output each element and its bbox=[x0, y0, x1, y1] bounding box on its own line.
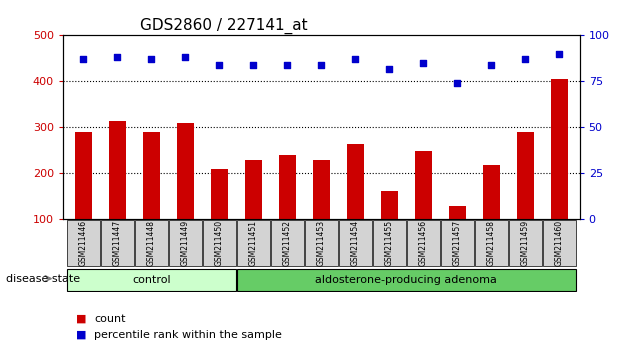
Bar bbox=[449, 206, 466, 266]
Text: GSM211449: GSM211449 bbox=[181, 220, 190, 267]
Text: GSM211455: GSM211455 bbox=[385, 220, 394, 267]
Text: ■: ■ bbox=[76, 314, 86, 324]
Text: count: count bbox=[94, 314, 126, 324]
Point bbox=[78, 57, 88, 62]
Point bbox=[520, 57, 530, 62]
FancyBboxPatch shape bbox=[509, 221, 542, 266]
FancyBboxPatch shape bbox=[67, 268, 236, 291]
Text: GSM211450: GSM211450 bbox=[215, 220, 224, 267]
Text: GSM211459: GSM211459 bbox=[521, 220, 530, 267]
Point bbox=[554, 51, 564, 57]
Text: GSM211460: GSM211460 bbox=[554, 220, 564, 267]
Bar bbox=[381, 191, 398, 266]
Text: GSM211451: GSM211451 bbox=[249, 221, 258, 266]
Text: aldosterone-producing adenoma: aldosterone-producing adenoma bbox=[316, 275, 497, 285]
Bar bbox=[211, 169, 228, 266]
FancyBboxPatch shape bbox=[237, 221, 270, 266]
Point bbox=[146, 57, 156, 62]
Point bbox=[214, 62, 224, 68]
Point bbox=[350, 57, 360, 62]
FancyBboxPatch shape bbox=[305, 221, 338, 266]
FancyBboxPatch shape bbox=[441, 221, 474, 266]
Text: disease state: disease state bbox=[6, 274, 81, 284]
Text: GSM211453: GSM211453 bbox=[317, 220, 326, 267]
Bar bbox=[177, 123, 194, 266]
FancyBboxPatch shape bbox=[203, 221, 236, 266]
Text: percentile rank within the sample: percentile rank within the sample bbox=[94, 330, 282, 339]
FancyBboxPatch shape bbox=[543, 221, 576, 266]
FancyBboxPatch shape bbox=[237, 268, 576, 291]
Text: ■: ■ bbox=[76, 330, 86, 339]
Text: GSM211447: GSM211447 bbox=[113, 220, 122, 267]
Bar bbox=[517, 132, 534, 266]
Text: GSM211446: GSM211446 bbox=[79, 220, 88, 267]
FancyBboxPatch shape bbox=[407, 221, 440, 266]
FancyBboxPatch shape bbox=[101, 221, 134, 266]
Bar bbox=[109, 120, 126, 266]
Point bbox=[282, 62, 292, 68]
FancyBboxPatch shape bbox=[135, 221, 168, 266]
Bar bbox=[143, 132, 160, 266]
Bar bbox=[75, 132, 92, 266]
Bar bbox=[415, 152, 432, 266]
Text: GSM211457: GSM211457 bbox=[453, 220, 462, 267]
FancyBboxPatch shape bbox=[475, 221, 508, 266]
FancyBboxPatch shape bbox=[169, 221, 202, 266]
FancyBboxPatch shape bbox=[271, 221, 304, 266]
FancyBboxPatch shape bbox=[339, 221, 372, 266]
Point bbox=[384, 66, 394, 72]
Point bbox=[486, 62, 496, 68]
Point bbox=[452, 80, 462, 86]
Point bbox=[248, 62, 258, 68]
Bar bbox=[483, 165, 500, 266]
Bar bbox=[245, 160, 262, 266]
Text: GSM211458: GSM211458 bbox=[487, 221, 496, 266]
Text: GSM211456: GSM211456 bbox=[419, 220, 428, 267]
Point bbox=[316, 62, 326, 68]
Text: GSM211452: GSM211452 bbox=[283, 221, 292, 266]
FancyBboxPatch shape bbox=[373, 221, 406, 266]
Text: control: control bbox=[132, 275, 171, 285]
Bar bbox=[313, 160, 329, 266]
Point bbox=[418, 60, 428, 66]
Bar bbox=[551, 79, 568, 266]
FancyBboxPatch shape bbox=[67, 221, 100, 266]
Text: GDS2860 / 227141_at: GDS2860 / 227141_at bbox=[140, 18, 308, 34]
Point bbox=[180, 55, 190, 60]
Point bbox=[112, 55, 122, 60]
Bar bbox=[279, 155, 296, 266]
Text: GSM211448: GSM211448 bbox=[147, 221, 156, 266]
Text: GSM211454: GSM211454 bbox=[351, 220, 360, 267]
Bar bbox=[346, 144, 364, 266]
